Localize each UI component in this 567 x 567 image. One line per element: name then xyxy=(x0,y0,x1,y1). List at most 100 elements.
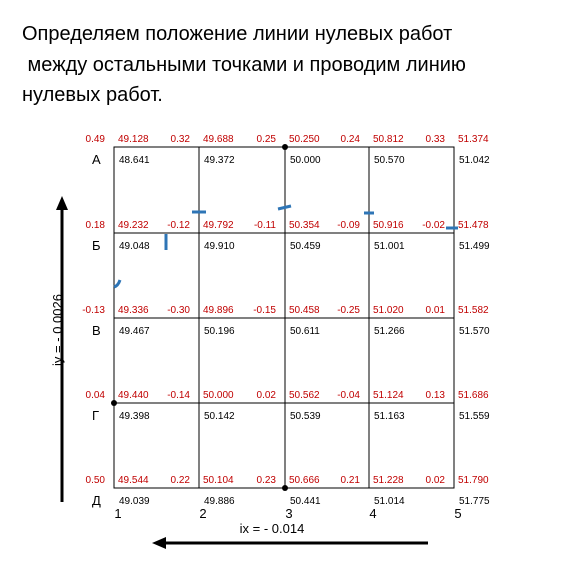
arrow-head xyxy=(152,537,166,549)
natural-elevation: 51.014 xyxy=(374,496,405,507)
design-elevation: 50.562 xyxy=(289,390,320,401)
y-slope: iу = - 0.0026 xyxy=(50,196,68,502)
work-value: 0.32 xyxy=(171,134,191,145)
work-value: 0.01 xyxy=(426,305,446,316)
natural-elevation: 51.266 xyxy=(374,326,405,337)
design-elevation: 50.812 xyxy=(373,134,404,145)
column-number: 1 xyxy=(114,506,121,521)
natural-elevation: 51.570 xyxy=(459,326,490,337)
point xyxy=(282,485,288,491)
zero-mark xyxy=(113,279,122,289)
work-value: 0.02 xyxy=(257,390,277,401)
slope-label: iх = - 0.014 xyxy=(240,521,305,536)
row-label: Б xyxy=(92,238,101,253)
natural-elevation: 49.048 xyxy=(119,241,150,252)
work-value: -0.09 xyxy=(337,220,360,231)
title-line: нулевых работ. xyxy=(22,84,163,106)
work-value: 0.04 xyxy=(86,390,106,401)
natural-elevation: 49.910 xyxy=(204,241,235,252)
design-elevation: 50.250 xyxy=(289,134,320,145)
work-value: 0.21 xyxy=(341,475,361,486)
design-elevation: 50.104 xyxy=(203,475,234,486)
column-number: 5 xyxy=(454,506,461,521)
design-elevation: 50.916 xyxy=(373,220,404,231)
natural-elevation: 49.886 xyxy=(204,496,235,507)
natural-elevation: 49.039 xyxy=(119,496,150,507)
column-number: 3 xyxy=(285,506,292,521)
natural-elevation: 51.001 xyxy=(374,241,405,252)
work-value: 0.22 xyxy=(171,475,191,486)
natural-elevation: 50.459 xyxy=(290,241,321,252)
natural-elevation: 51.042 xyxy=(459,155,490,166)
natural-elevation: 50.611 xyxy=(290,326,320,337)
natural-elevation: 49.398 xyxy=(119,411,150,422)
design-elevation: 50.666 xyxy=(289,475,320,486)
work-value: -0.15 xyxy=(253,305,276,316)
design-elevation: 51.686 xyxy=(458,390,489,401)
design-elevation: 50.000 xyxy=(203,390,234,401)
design-elevation: 51.478 xyxy=(458,220,489,231)
work-value: -0.12 xyxy=(167,220,190,231)
design-elevation: 49.544 xyxy=(118,475,149,486)
design-elevation: 51.582 xyxy=(458,305,489,316)
design-elevation: 51.124 xyxy=(373,390,404,401)
natural-elevation: 48.641 xyxy=(119,155,150,166)
arrow-head xyxy=(56,196,68,210)
natural-elevation: 51.499 xyxy=(459,241,490,252)
natural-elevation: 51.163 xyxy=(374,411,405,422)
row-label: Г xyxy=(92,408,99,423)
work-value: -0.30 xyxy=(167,305,190,316)
work-value: -0.02 xyxy=(422,220,445,231)
work-value: 0.24 xyxy=(341,134,361,145)
work-value: 0.50 xyxy=(86,475,106,486)
design-elevation: 51.020 xyxy=(373,305,404,316)
design-elevation: 50.458 xyxy=(289,305,320,316)
natural-elevation: 50.570 xyxy=(374,155,405,166)
work-value: -0.11 xyxy=(254,220,276,231)
design-elevation: 49.336 xyxy=(118,305,149,316)
design-elevation: 49.896 xyxy=(203,305,234,316)
design-elevation: 49.128 xyxy=(118,134,149,145)
work-value: 0.18 xyxy=(86,220,106,231)
natural-elevation: 50.000 xyxy=(290,155,321,166)
work-value: 0.13 xyxy=(426,390,446,401)
design-elevation: 49.688 xyxy=(203,134,234,145)
natural-elevation: 49.467 xyxy=(119,326,150,337)
row-label: В xyxy=(92,323,101,338)
title-line: между остальными точками и проводим лини… xyxy=(22,54,466,76)
slope-label: iу = - 0.0026 xyxy=(50,294,65,366)
work-value: -0.14 xyxy=(167,390,190,401)
zero-mark xyxy=(277,204,292,211)
x-slope: iх = - 0.014 xyxy=(152,521,428,549)
natural-elevation: 50.539 xyxy=(290,411,321,422)
row-label: Д xyxy=(92,493,101,508)
point xyxy=(111,400,117,406)
zero-line-marks xyxy=(113,204,458,289)
work-value: -0.25 xyxy=(337,305,360,316)
work-value: 0.49 xyxy=(86,134,106,145)
natural-elevation: 51.775 xyxy=(459,496,490,507)
work-value: 0.33 xyxy=(426,134,446,145)
design-elevation: 51.790 xyxy=(458,475,489,486)
work-value: 0.23 xyxy=(257,475,277,486)
natural-elevation: 50.142 xyxy=(204,411,235,422)
elevations: 1 2 3 4 5 А 0.49 49.128 48.641 0.32 49.688 49.372 0.… xyxy=(82,134,490,521)
work-value: 0.25 xyxy=(257,134,277,145)
work-value: -0.13 xyxy=(82,305,105,316)
title-line: Определяем положение линии нулевых работ xyxy=(22,23,452,45)
design-elevation: 49.792 xyxy=(203,220,234,231)
design-elevation: 50.354 xyxy=(289,220,320,231)
work-value: 0.02 xyxy=(426,475,446,486)
design-elevation: 49.440 xyxy=(118,390,149,401)
column-number: 2 xyxy=(199,506,206,521)
grid xyxy=(113,146,455,489)
design-elevation: 49.232 xyxy=(118,220,149,231)
row-label: А xyxy=(92,152,101,167)
design-elevation: 51.228 xyxy=(373,475,404,486)
point xyxy=(282,144,288,150)
design-elevation: 51.374 xyxy=(458,134,489,145)
column-number: 4 xyxy=(369,506,376,521)
natural-elevation: 50.196 xyxy=(204,326,235,337)
natural-elevation: 51.559 xyxy=(459,411,490,422)
